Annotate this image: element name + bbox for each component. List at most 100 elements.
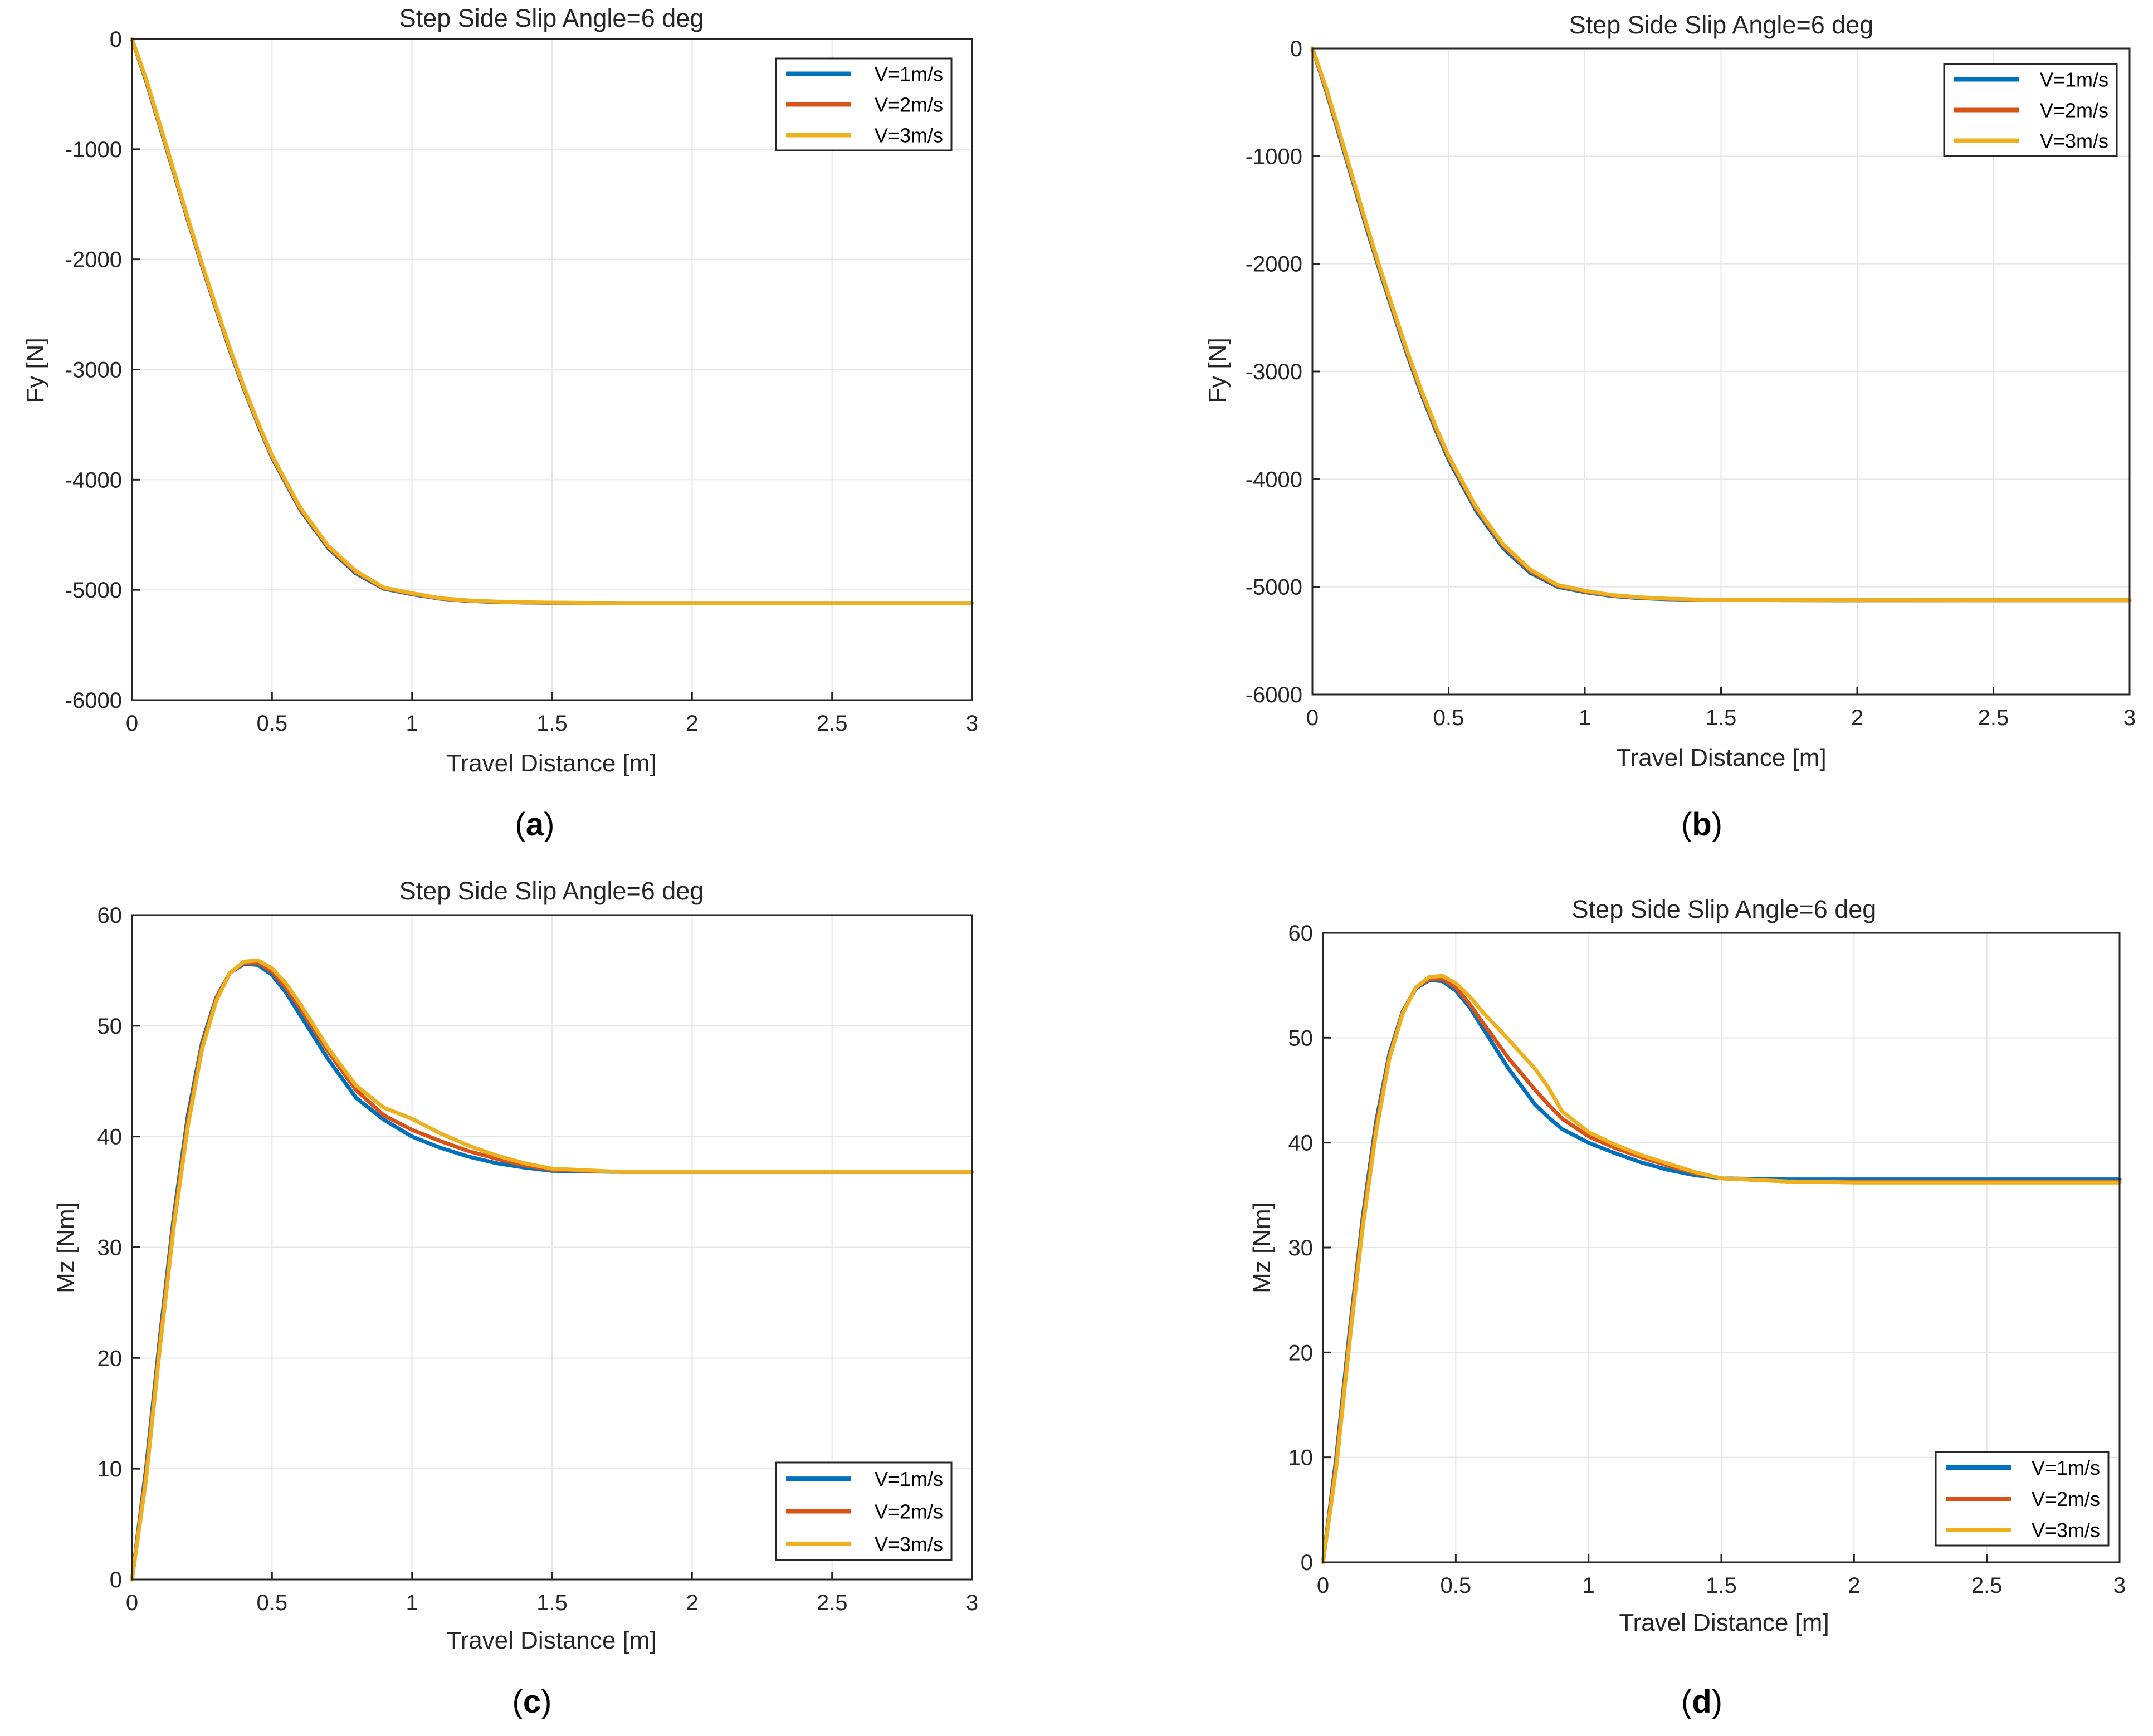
panel-d-legend-label-3: V=3m/s [2032, 1519, 2100, 1542]
panel-b-ytick-label-3: -3000 [1246, 360, 1302, 384]
panel-a-xtick-label-3: 1.5 [536, 711, 568, 736]
panel-c-xlabel: Travel Distance [m] [446, 1627, 656, 1654]
panel-b-xtick-label-0: 0 [1306, 706, 1319, 730]
panel-b-ytick-label-4: -4000 [1246, 467, 1302, 492]
panel-a-ytick-label-2: -2000 [65, 248, 122, 272]
panel-b-ylabel: Fy [N] [1204, 338, 1231, 403]
panel-a-xtick-label-1: 0.5 [257, 711, 288, 736]
panel-a-legend-label-2: V=2m/s [875, 94, 943, 116]
panel-b-series-3-line [1310, 46, 2132, 603]
panel-b-xtick-label-5: 2.5 [1978, 706, 2009, 730]
panel-d-ytick-label-0: 60 [1288, 921, 1314, 946]
panel-a-plot: 0 0.5 1 1.5 2 2.5 3 0 -1000 -2000 -3000 -4000 -5000 -… [65, 27, 978, 736]
panel-d-xtick-label-6: 3 [2113, 1573, 2126, 1598]
panel-a-series-3-line [130, 37, 974, 605]
panel-c-legend-label-3: V=3m/s [875, 1533, 943, 1556]
panel-b-ytick-label-1: -1000 [1246, 144, 1302, 169]
panel-c-xtick-label-2: 1 [406, 1591, 418, 1615]
panel-a-xtick-label-0: 0 [126, 711, 138, 736]
panel-d-legend-label-2: V=2m/s [2032, 1488, 2100, 1510]
panel-a-caption: (a) [515, 806, 555, 843]
panel-b-title: Step Side Slip Angle=6 deg [1569, 11, 1874, 39]
panel-d-xtick-label-0: 0 [1317, 1573, 1329, 1598]
panel-c-ytick-label-2: 40 [97, 1125, 123, 1150]
panel-c-legend-label-2: V=2m/s [875, 1500, 943, 1523]
panel-b-xlabel: Travel Distance [m] [1616, 744, 1826, 771]
panel-a-xtick-label-5: 2.5 [817, 711, 848, 736]
panel-a: Step Side Slip Angle=6 deg 0 0.5 1 1.5 2 2.5 3… [22, 4, 978, 843]
panel-b-ytick-label-6: -6000 [1246, 683, 1302, 707]
panel-c-ytick-label-4: 20 [97, 1346, 123, 1371]
panel-d-ytick-label-3: 30 [1288, 1236, 1314, 1260]
panel-c-ytick-label-6: 0 [110, 1568, 122, 1592]
panel-d-xtick-label-3: 1.5 [1706, 1573, 1737, 1598]
panel-b-caption: (b) [1681, 806, 1722, 843]
panel-a-ytick-label-0: 0 [110, 27, 122, 52]
panel-c-legend: V=1m/s V=2m/s V=3m/s [775, 1461, 953, 1561]
panel-c-xtick-label-0: 0 [126, 1591, 138, 1615]
panel-c-xtick-label-5: 2.5 [817, 1591, 848, 1615]
panel-c-ytick-label-1: 50 [97, 1014, 123, 1039]
panel-a-legend: V=1m/s V=2m/s V=3m/s [775, 57, 953, 151]
panel-b-legend: V=1m/s V=2m/s V=3m/s [1943, 63, 2118, 157]
panel-a-ytick-label-5: -5000 [65, 578, 122, 603]
panel-c-plot: 0 0.5 1 1.5 2 2.5 36050403020100V=1m/sV=2m/sV=… [97, 903, 979, 1615]
panel-b: Step Side Slip Angle=6 deg 0 0.5 1 1.5 2 2.5 3… [1204, 11, 2136, 843]
panel-a-legend-label-1: V=1m/s [875, 63, 943, 86]
panel-d-xlabel: Travel Distance [m] [1619, 1609, 1829, 1636]
panel-c-xtick-label-4: 2 [686, 1591, 698, 1615]
panel-c-ytick-label-5: 10 [97, 1457, 123, 1481]
panel-d-caption: (d) [1681, 1684, 1722, 1720]
panel-a-ylabel: Fy [N] [22, 338, 49, 403]
panel-b-xtick-label-3: 1.5 [1706, 706, 1737, 730]
panel-d-legend: V=1m/s V=2m/s V=3m/s [1935, 1451, 2110, 1547]
panel-a-xtick-label-4: 2 [686, 711, 698, 736]
panel-a-ytick-label-4: -4000 [65, 468, 122, 492]
panel-d-series-3-line [1321, 974, 2122, 1564]
panel-d-ytick-label-4: 20 [1288, 1341, 1314, 1365]
panel-c-series-3-line [130, 959, 974, 1582]
panel-a-legend-label-3: V=3m/s [875, 124, 943, 147]
panel-d-xtick-label-5: 2.5 [1971, 1573, 2003, 1598]
panel-a-xlabel: Travel Distance [m] [446, 750, 656, 777]
panel-c-xtick-label-3: 1.5 [536, 1591, 568, 1615]
panel-b-ytick-label-2: -2000 [1246, 252, 1302, 277]
panel-d-xtick-label-1: 0.5 [1441, 1573, 1472, 1598]
panel-b-legend-label-3: V=3m/s [2040, 130, 2108, 153]
panel-a-ytick-label-6: -6000 [65, 688, 122, 713]
panel-b-xtick-label-2: 1 [1579, 706, 1591, 730]
panel-b-xtick-label-4: 2 [1851, 706, 1863, 730]
panel-d-title: Step Side Slip Angle=6 deg [1572, 895, 1877, 923]
panel-b-xtick-label-1: 0.5 [1433, 706, 1464, 730]
panel-b-legend-label-2: V=2m/s [2040, 99, 2108, 122]
panel-d-ytick-label-5: 10 [1288, 1446, 1314, 1470]
panel-a-ytick-label-3: -3000 [65, 358, 122, 383]
panel-d-xtick-label-4: 2 [1848, 1573, 1860, 1598]
panel-d-ytick-label-2: 40 [1288, 1131, 1314, 1156]
panel-d-xtick-label-2: 1 [1583, 1573, 1595, 1598]
panel-a-xtick-label-6: 3 [966, 711, 978, 736]
panel-d-ytick-label-1: 50 [1288, 1026, 1314, 1050]
panel-b-plot: 0 0.5 1 1.5 2 2.5 3 0 -1000 -2000 -3000 -4000 -5000 -… [1246, 37, 2136, 730]
panel-a-xtick-label-2: 1 [406, 711, 418, 736]
panel-c-xtick-label-6: 3 [966, 1591, 978, 1615]
panel-c-ytick-label-3: 30 [97, 1236, 123, 1260]
panel-c: Step Side Slip Angle=6 deg 0 0.5 1 1.5 2 2.5 3… [52, 877, 978, 1720]
panel-a-ytick-label-1: -1000 [65, 138, 122, 162]
panel-b-ytick-label-0: 0 [1290, 37, 1302, 61]
panel-c-legend-label-1: V=1m/s [875, 1468, 943, 1490]
panel-b-legend-label-1: V=1m/s [2040, 69, 2108, 91]
panel-c-xtick-label-1: 0.5 [257, 1591, 288, 1615]
panel-d: Step Side Slip Angle=6 deg 0 0.5 1 1.5 2 2.5 3… [1248, 895, 2126, 1720]
panel-c-caption: (c) [512, 1684, 552, 1720]
panel-c-ylabel: Mz [Nm] [52, 1202, 80, 1293]
panel-a-title: Step Side Slip Angle=6 deg [399, 4, 704, 32]
panel-d-ytick-label-6: 0 [1301, 1551, 1313, 1575]
panel-d-ylabel: Mz [Nm] [1248, 1202, 1276, 1293]
panel-b-ytick-label-5: -5000 [1246, 575, 1302, 600]
panel-d-legend-label-1: V=1m/s [2032, 1456, 2100, 1479]
panel-d-plot: 0 0.5 1 1.5 2 2.5 36050403020100V=1m/sV=2m/sV=… [1288, 921, 2126, 1598]
panel-c-title: Step Side Slip Angle=6 deg [399, 877, 704, 905]
panel-b-xtick-label-6: 3 [2123, 706, 2136, 730]
